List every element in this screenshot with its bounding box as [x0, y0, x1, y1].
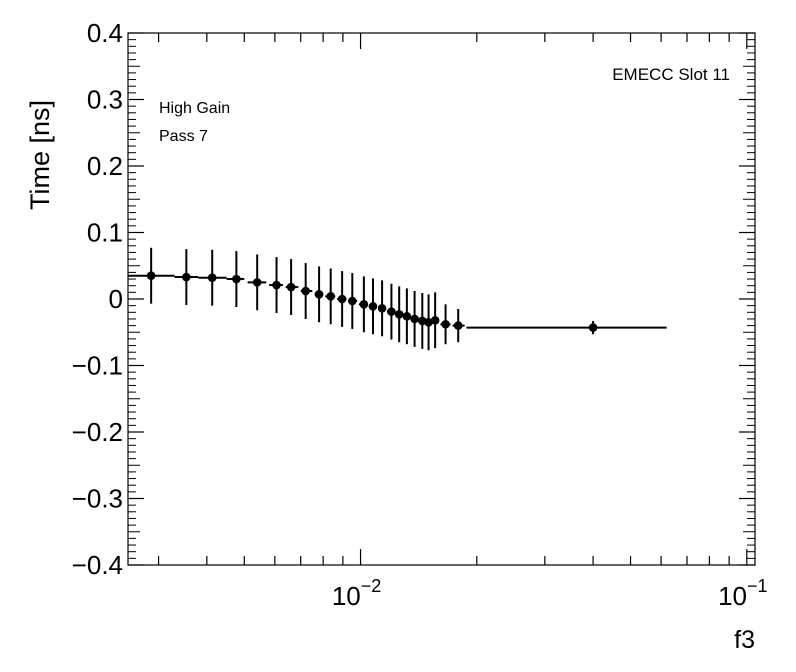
data-marker — [441, 319, 450, 329]
data-marker — [272, 280, 281, 290]
y-tick-label: −0.3 — [72, 484, 123, 514]
data-marker — [207, 273, 217, 283]
data-marker — [146, 271, 156, 281]
data-points — [128, 247, 667, 351]
data-marker — [314, 290, 324, 299]
data-point — [174, 249, 199, 305]
data-point — [226, 251, 245, 307]
data-marker — [337, 294, 347, 304]
y-tick-label: 0.3 — [87, 85, 123, 115]
data-marker — [301, 286, 310, 296]
annotation-slot: EMECC Slot 11 — [612, 65, 730, 84]
data-marker — [588, 323, 598, 332]
y-tick-label: −0.4 — [72, 550, 123, 580]
data-point — [285, 259, 299, 315]
data-point — [247, 254, 267, 311]
data-marker — [232, 274, 241, 284]
y-axis-ticks: 0.4 0.3 0.2 0.1 0 −0.1 −0.2 −0.3 −0.4 — [72, 18, 755, 580]
data-point — [402, 288, 412, 345]
y-tick-label: −0.2 — [72, 417, 123, 447]
y-axis-label: Time [ns] — [25, 100, 55, 210]
data-point — [410, 291, 419, 347]
data-point — [452, 308, 465, 343]
data-marker — [430, 315, 440, 325]
x-tick-label: 10−1 — [718, 576, 767, 611]
data-point — [300, 263, 313, 319]
annotation-pass: Pass 7 — [159, 128, 208, 145]
data-point — [386, 283, 396, 340]
data-point — [358, 276, 369, 333]
x-tick-label-base: 10 — [332, 581, 361, 611]
x-tick-label-exponent: −2 — [361, 576, 382, 596]
data-marker — [286, 282, 296, 292]
data-point — [440, 304, 451, 345]
data-point — [128, 247, 175, 304]
data-marker — [424, 317, 433, 327]
data-marker — [182, 272, 191, 282]
data-point — [424, 294, 433, 351]
x-tick-label-exponent: −1 — [747, 576, 768, 596]
data-point — [348, 273, 358, 329]
y-tick-label: 0.1 — [87, 218, 123, 248]
data-marker — [410, 314, 419, 324]
data-point — [368, 278, 378, 335]
data-point — [377, 280, 387, 337]
minor-ticks — [128, 39, 755, 559]
y-tick-label: 0 — [109, 284, 123, 314]
data-point — [198, 249, 227, 306]
x-axis-label: f3 — [734, 626, 755, 654]
data-marker — [348, 296, 357, 306]
data-point — [430, 292, 440, 349]
data-point — [325, 268, 336, 325]
y-tick-label: −0.1 — [72, 351, 123, 381]
data-marker — [377, 304, 387, 313]
data-point — [337, 271, 347, 327]
data-point — [466, 320, 667, 335]
annotation-gain: High Gain — [159, 100, 230, 117]
data-marker — [368, 302, 378, 311]
data-marker — [252, 278, 262, 287]
data-marker — [387, 307, 396, 316]
data-point — [394, 286, 404, 343]
x-axis-ticks: 10−2 10−1 — [157, 33, 768, 611]
data-marker — [326, 292, 336, 301]
x-tick-label-base: 10 — [718, 581, 747, 611]
x-tick-label: 10−2 — [332, 576, 381, 611]
data-marker — [453, 321, 463, 330]
data-marker — [394, 309, 404, 319]
data-marker — [359, 300, 369, 309]
data-point — [314, 266, 324, 323]
data-point — [269, 257, 284, 313]
y-tick-label: 0.2 — [87, 151, 123, 181]
y-tick-label: 0.4 — [87, 18, 123, 48]
data-marker — [402, 311, 412, 321]
